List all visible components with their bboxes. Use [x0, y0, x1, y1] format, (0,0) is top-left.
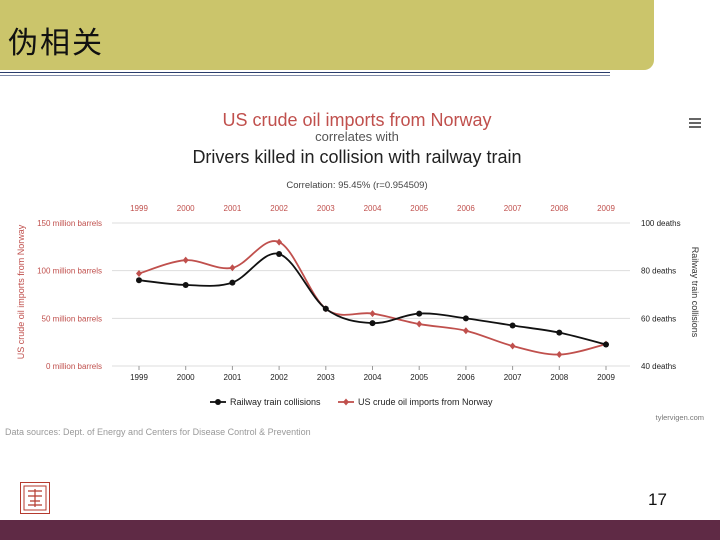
page-number: 17 — [648, 490, 667, 509]
data-point-oil — [416, 320, 423, 328]
x-tick-label-top: 2004 — [364, 204, 382, 213]
header-divider — [0, 72, 610, 73]
x-tick-label-bottom: 2008 — [550, 373, 568, 382]
chart-title: US crude oil imports from Norway — [222, 110, 491, 130]
x-tick-label-bottom: 2006 — [457, 373, 475, 382]
x-tick-label-bottom: 2004 — [364, 373, 382, 382]
x-tick-label-bottom: 2002 — [270, 373, 288, 382]
x-tick-label-top: 2008 — [550, 204, 568, 213]
correlation-label: Correlation: 95.45% (r=0.954509) — [286, 180, 427, 191]
x-tick-label-bottom: 2001 — [224, 373, 242, 382]
right-tick-label: 40 deaths — [641, 362, 676, 371]
chart-title-secondary: Drivers killed in collision with railway… — [192, 147, 521, 167]
data-point-railway — [556, 329, 563, 336]
right-tick-label: 100 deaths — [641, 219, 681, 228]
series-line-oil — [138, 240, 607, 356]
data-point-railway — [229, 279, 236, 286]
data-point-railway — [369, 320, 376, 327]
x-tick-label-top: 2005 — [410, 204, 428, 213]
left-tick-label: 0 million barrels — [46, 362, 102, 371]
seal-logo-icon — [20, 482, 50, 514]
data-point-oil — [556, 351, 563, 359]
x-tick-label-top: 2002 — [270, 204, 288, 213]
x-tick-label-bottom: 2007 — [504, 373, 522, 382]
data-point-oil — [462, 327, 469, 335]
data-point-oil — [136, 270, 142, 278]
right-tick-label: 60 deaths — [641, 314, 676, 323]
x-tick-label-top: 1999 — [130, 204, 148, 213]
x-tick-label-bottom: 2009 — [597, 373, 615, 382]
x-tick-label-top: 2000 — [177, 204, 195, 213]
header-divider-secondary — [0, 75, 610, 76]
left-tick-label: 150 million barrels — [37, 219, 102, 228]
legend-label-oil: US crude oil imports from Norway — [358, 397, 493, 407]
chart-container: US crude oil imports from Norway correla… — [0, 94, 720, 444]
data-point-railway — [276, 250, 283, 257]
x-tick-label-bottom: 2000 — [177, 373, 195, 382]
left-tick-label: 100 million barrels — [37, 267, 102, 276]
data-point-oil — [369, 310, 376, 318]
series-line-railway — [138, 252, 607, 346]
slide-header-bar: 伪相关 — [0, 0, 654, 70]
correlation-chart: US crude oil imports from Norway correla… — [5, 110, 704, 437]
plot-area: 0 million barrels 50 million barrels 100 m… — [37, 204, 681, 407]
legend-label-railway: Railway train collisions — [230, 397, 321, 407]
chart-menu-icon[interactable] — [689, 118, 701, 130]
legend-marker-railway — [215, 399, 221, 405]
data-point-railway — [322, 305, 329, 312]
data-point-railway — [509, 322, 516, 329]
x-tick-label-top: 2001 — [224, 204, 242, 213]
left-tick-label: 50 million barrels — [42, 314, 102, 323]
left-axis-label: US crude oil imports from Norway — [16, 224, 26, 359]
data-sources: Data sources: Dept. of Energy and Center… — [5, 427, 311, 437]
legend-marker-oil — [343, 398, 349, 406]
x-tick-label-top: 2006 — [457, 204, 475, 213]
credit-label: tylervigen.com — [656, 413, 704, 422]
data-point-oil — [276, 238, 283, 246]
x-tick-label-top: 2003 — [317, 204, 335, 213]
data-point-oil — [182, 256, 189, 264]
x-tick-label-top: 2009 — [597, 204, 615, 213]
x-tick-label-bottom: 2003 — [317, 373, 335, 382]
data-point-railway — [182, 281, 189, 288]
right-tick-label: 80 deaths — [641, 267, 676, 276]
data-point-oil — [229, 264, 236, 272]
chart-subtitle: correlates with — [315, 129, 399, 144]
slide-title: 伪相关 — [8, 26, 104, 61]
x-tick-label-bottom: 1999 — [130, 373, 148, 382]
x-tick-label-bottom: 2005 — [410, 373, 428, 382]
footer-bar — [0, 520, 720, 540]
data-point-railway — [462, 315, 469, 322]
data-point-railway — [136, 277, 142, 284]
x-tick-label-top: 2007 — [504, 204, 522, 213]
data-point-railway — [416, 310, 423, 317]
data-point-oil — [509, 342, 516, 350]
right-axis-label: Railway train collisions — [690, 247, 700, 338]
data-point-railway — [603, 341, 609, 348]
